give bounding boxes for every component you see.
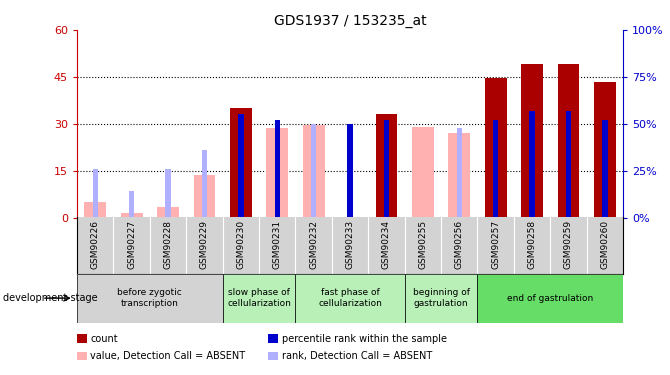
Bar xyxy=(275,120,280,218)
Bar xyxy=(165,169,171,217)
Bar xyxy=(557,64,580,218)
Bar xyxy=(485,78,507,218)
Text: before zygotic
transcription: before zygotic transcription xyxy=(117,288,182,308)
Bar xyxy=(521,64,543,218)
Bar xyxy=(347,124,353,218)
Text: GSM90226: GSM90226 xyxy=(90,220,100,269)
Bar xyxy=(77,274,222,322)
Bar xyxy=(92,169,98,217)
Text: GSM90234: GSM90234 xyxy=(382,220,391,269)
Bar xyxy=(268,334,278,343)
Text: GSM90257: GSM90257 xyxy=(491,220,500,269)
Bar xyxy=(384,120,389,218)
Text: rank, Detection Call = ABSENT: rank, Detection Call = ABSENT xyxy=(281,351,431,361)
Bar xyxy=(238,114,244,218)
Bar xyxy=(594,82,616,218)
Text: GSM90232: GSM90232 xyxy=(309,220,318,269)
Bar xyxy=(157,207,179,218)
Text: end of gastrulation: end of gastrulation xyxy=(507,294,594,303)
Bar xyxy=(129,191,135,217)
Bar xyxy=(529,111,535,218)
Bar xyxy=(493,120,498,218)
Text: GSM90230: GSM90230 xyxy=(237,220,245,269)
Bar xyxy=(84,202,106,217)
Bar xyxy=(222,274,295,322)
Text: value, Detection Call = ABSENT: value, Detection Call = ABSENT xyxy=(90,351,245,361)
Text: GSM90233: GSM90233 xyxy=(346,220,354,269)
Bar xyxy=(121,213,143,217)
Text: GSM90228: GSM90228 xyxy=(163,220,173,269)
Text: GSM90229: GSM90229 xyxy=(200,220,209,269)
Bar xyxy=(565,111,572,218)
Text: slow phase of
cellularization: slow phase of cellularization xyxy=(227,288,291,308)
Text: GSM90260: GSM90260 xyxy=(600,220,610,269)
Bar xyxy=(405,274,478,322)
Bar xyxy=(77,352,86,360)
Bar xyxy=(230,108,252,218)
Text: fast phase of
cellularization: fast phase of cellularization xyxy=(318,288,382,308)
Text: beginning of
gastrulation: beginning of gastrulation xyxy=(413,288,470,308)
Text: GSM90227: GSM90227 xyxy=(127,220,136,269)
Bar xyxy=(295,274,405,322)
Text: GSM90259: GSM90259 xyxy=(564,220,573,269)
Text: count: count xyxy=(90,334,118,344)
Bar xyxy=(194,176,215,217)
Bar xyxy=(478,274,623,322)
Text: GSM90258: GSM90258 xyxy=(527,220,537,269)
Text: percentile rank within the sample: percentile rank within the sample xyxy=(281,334,446,344)
Bar xyxy=(311,124,316,218)
Bar xyxy=(268,352,278,360)
Bar xyxy=(202,150,207,217)
Bar xyxy=(267,128,288,217)
Text: GSM90231: GSM90231 xyxy=(273,220,282,269)
Bar xyxy=(456,128,462,218)
Bar xyxy=(602,120,608,218)
Bar xyxy=(448,133,470,218)
Bar xyxy=(412,127,433,218)
Text: development stage: development stage xyxy=(3,293,98,303)
Bar xyxy=(376,114,397,218)
Bar xyxy=(77,334,86,343)
Title: GDS1937 / 153235_at: GDS1937 / 153235_at xyxy=(274,13,426,28)
Text: GSM90256: GSM90256 xyxy=(455,220,464,269)
Text: GSM90255: GSM90255 xyxy=(418,220,427,269)
Bar xyxy=(303,125,324,218)
